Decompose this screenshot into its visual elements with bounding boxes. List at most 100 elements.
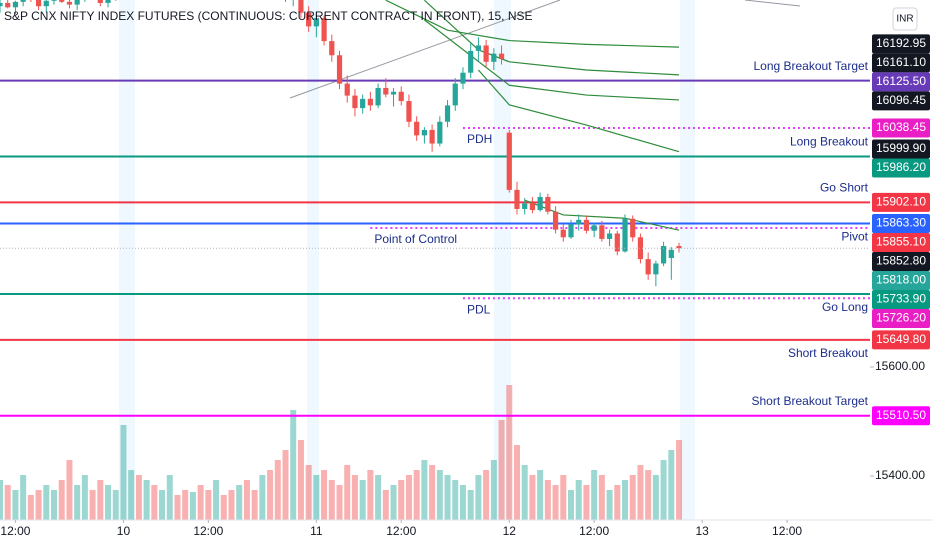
- volume-bar: [544, 480, 551, 520]
- volume-bar: [390, 485, 397, 520]
- volume-bar: [513, 445, 520, 520]
- volume-bar: [467, 490, 474, 520]
- candle-body: [645, 259, 651, 275]
- volume-bar: [629, 475, 636, 520]
- candle-body: [483, 45, 489, 62]
- candle-body: [0, 2, 3, 7]
- volume-bar: [583, 485, 590, 520]
- price-label: 15855.10: [876, 235, 926, 249]
- volume-bar: [35, 490, 42, 520]
- candle-body: [606, 233, 613, 239]
- candle-body: [545, 196, 551, 212]
- candle-body: [20, 0, 26, 2]
- candle-body: [406, 101, 412, 122]
- price-label-bg: [872, 72, 930, 92]
- candle-body: [529, 203, 536, 211]
- candle-body: [383, 87, 389, 95]
- candle-body: [591, 225, 597, 231]
- volume-bar: [189, 492, 196, 520]
- candle-body: [367, 98, 373, 106]
- candle-body: [344, 83, 350, 96]
- volume-bar: [205, 490, 212, 520]
- volume-bar: [660, 460, 667, 520]
- y-tick-label: 15400.00: [875, 468, 925, 482]
- volume-bar: [159, 490, 166, 520]
- band-line: [385, 0, 680, 48]
- volume-bar: [128, 470, 135, 520]
- volume-bar: [89, 490, 96, 520]
- plot: Long Breakout Target Long Breakout Go Shor…: [0, 0, 870, 520]
- volume-bar: [305, 465, 312, 520]
- level-label: Go Short: [820, 181, 869, 195]
- candle-body: [676, 246, 682, 249]
- volume-bar: [560, 475, 567, 520]
- volume-bar: [598, 475, 605, 520]
- price-label: 15733.90: [876, 292, 926, 306]
- price-label-bg: [872, 271, 930, 291]
- y-tick-label: 15600.00: [875, 359, 925, 373]
- volume-bar: [321, 470, 328, 520]
- candle-body: [306, 12, 312, 27]
- x-tick-label: 12:00: [386, 524, 416, 538]
- volume-bar: [606, 490, 613, 520]
- candle-body: [514, 189, 520, 209]
- price-label-bg: [872, 233, 930, 253]
- x-tick-label: 13: [695, 524, 709, 538]
- volume-bar: [313, 475, 320, 520]
- volume-bar: [166, 475, 173, 520]
- candle-body: [74, 0, 80, 5]
- candle-body: [352, 95, 358, 109]
- volume-bar: [552, 485, 559, 520]
- volume-bar: [135, 475, 142, 520]
- volume-bar: [251, 490, 258, 520]
- volume-bar: [483, 470, 490, 520]
- x-tick-label: 12:00: [772, 524, 802, 538]
- candle-body: [583, 219, 590, 231]
- candle-body: [97, 0, 103, 3]
- volume-bar: [498, 420, 505, 520]
- volume-bar: [27, 495, 34, 520]
- candle-body: [429, 129, 435, 144]
- volume-bar: [267, 470, 274, 520]
- candle-body: [414, 121, 420, 136]
- dotted-level-label: PDH: [467, 132, 492, 146]
- candle-body: [491, 53, 497, 62]
- volume-bar: [506, 385, 513, 520]
- x-tick-label: 10: [117, 524, 131, 538]
- volume-bar: [614, 485, 621, 520]
- candle-body: [653, 263, 659, 275]
- volume-bar: [228, 490, 235, 520]
- session-band: [307, 0, 319, 520]
- candle-body: [329, 41, 335, 56]
- volume-bar: [220, 495, 227, 520]
- price-label: 16192.95: [876, 36, 926, 50]
- session-band: [494, 0, 511, 520]
- candle-body: [398, 91, 404, 102]
- volume-bar: [375, 475, 382, 520]
- candle-body: [437, 121, 443, 144]
- volume-bar: [367, 470, 374, 520]
- price-label-bg: [872, 406, 930, 426]
- candle-body: [336, 55, 343, 84]
- candle-body: [360, 98, 366, 109]
- candle-body: [622, 218, 628, 252]
- level-label: Long Breakout: [790, 135, 869, 149]
- volume-bar: [529, 475, 536, 520]
- price-label-bg: [872, 91, 930, 111]
- level-label: Go Long: [822, 300, 868, 314]
- volume-bar: [421, 460, 428, 520]
- volume-bar: [43, 485, 50, 520]
- volume-bar: [537, 470, 544, 520]
- volume-bar: [490, 460, 497, 520]
- volume-bar: [398, 480, 405, 520]
- candle-body: [630, 218, 636, 238]
- volume-bar: [274, 460, 281, 520]
- candle-body: [460, 72, 466, 84]
- price-label-bg: [872, 118, 930, 138]
- volume-bar: [382, 490, 389, 520]
- x-tick-label: 12:00: [579, 524, 609, 538]
- volume-bar: [0, 480, 3, 520]
- volume-bar: [652, 475, 659, 520]
